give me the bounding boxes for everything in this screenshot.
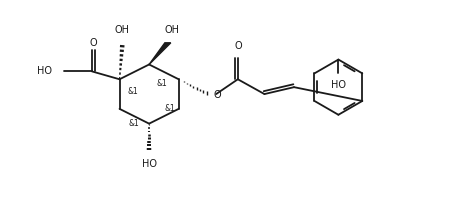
Text: O: O [89, 38, 97, 48]
Polygon shape [149, 43, 170, 64]
Text: O: O [213, 90, 221, 100]
Text: OH: OH [115, 25, 130, 35]
Text: HO: HO [37, 66, 52, 76]
Text: &1: &1 [127, 87, 138, 96]
Text: OH: OH [164, 25, 179, 35]
Text: &1: &1 [165, 104, 175, 113]
Text: O: O [234, 41, 241, 51]
Text: &1: &1 [156, 79, 167, 88]
Text: HO: HO [141, 159, 156, 169]
Text: HO: HO [330, 80, 345, 90]
Text: &1: &1 [128, 119, 139, 128]
